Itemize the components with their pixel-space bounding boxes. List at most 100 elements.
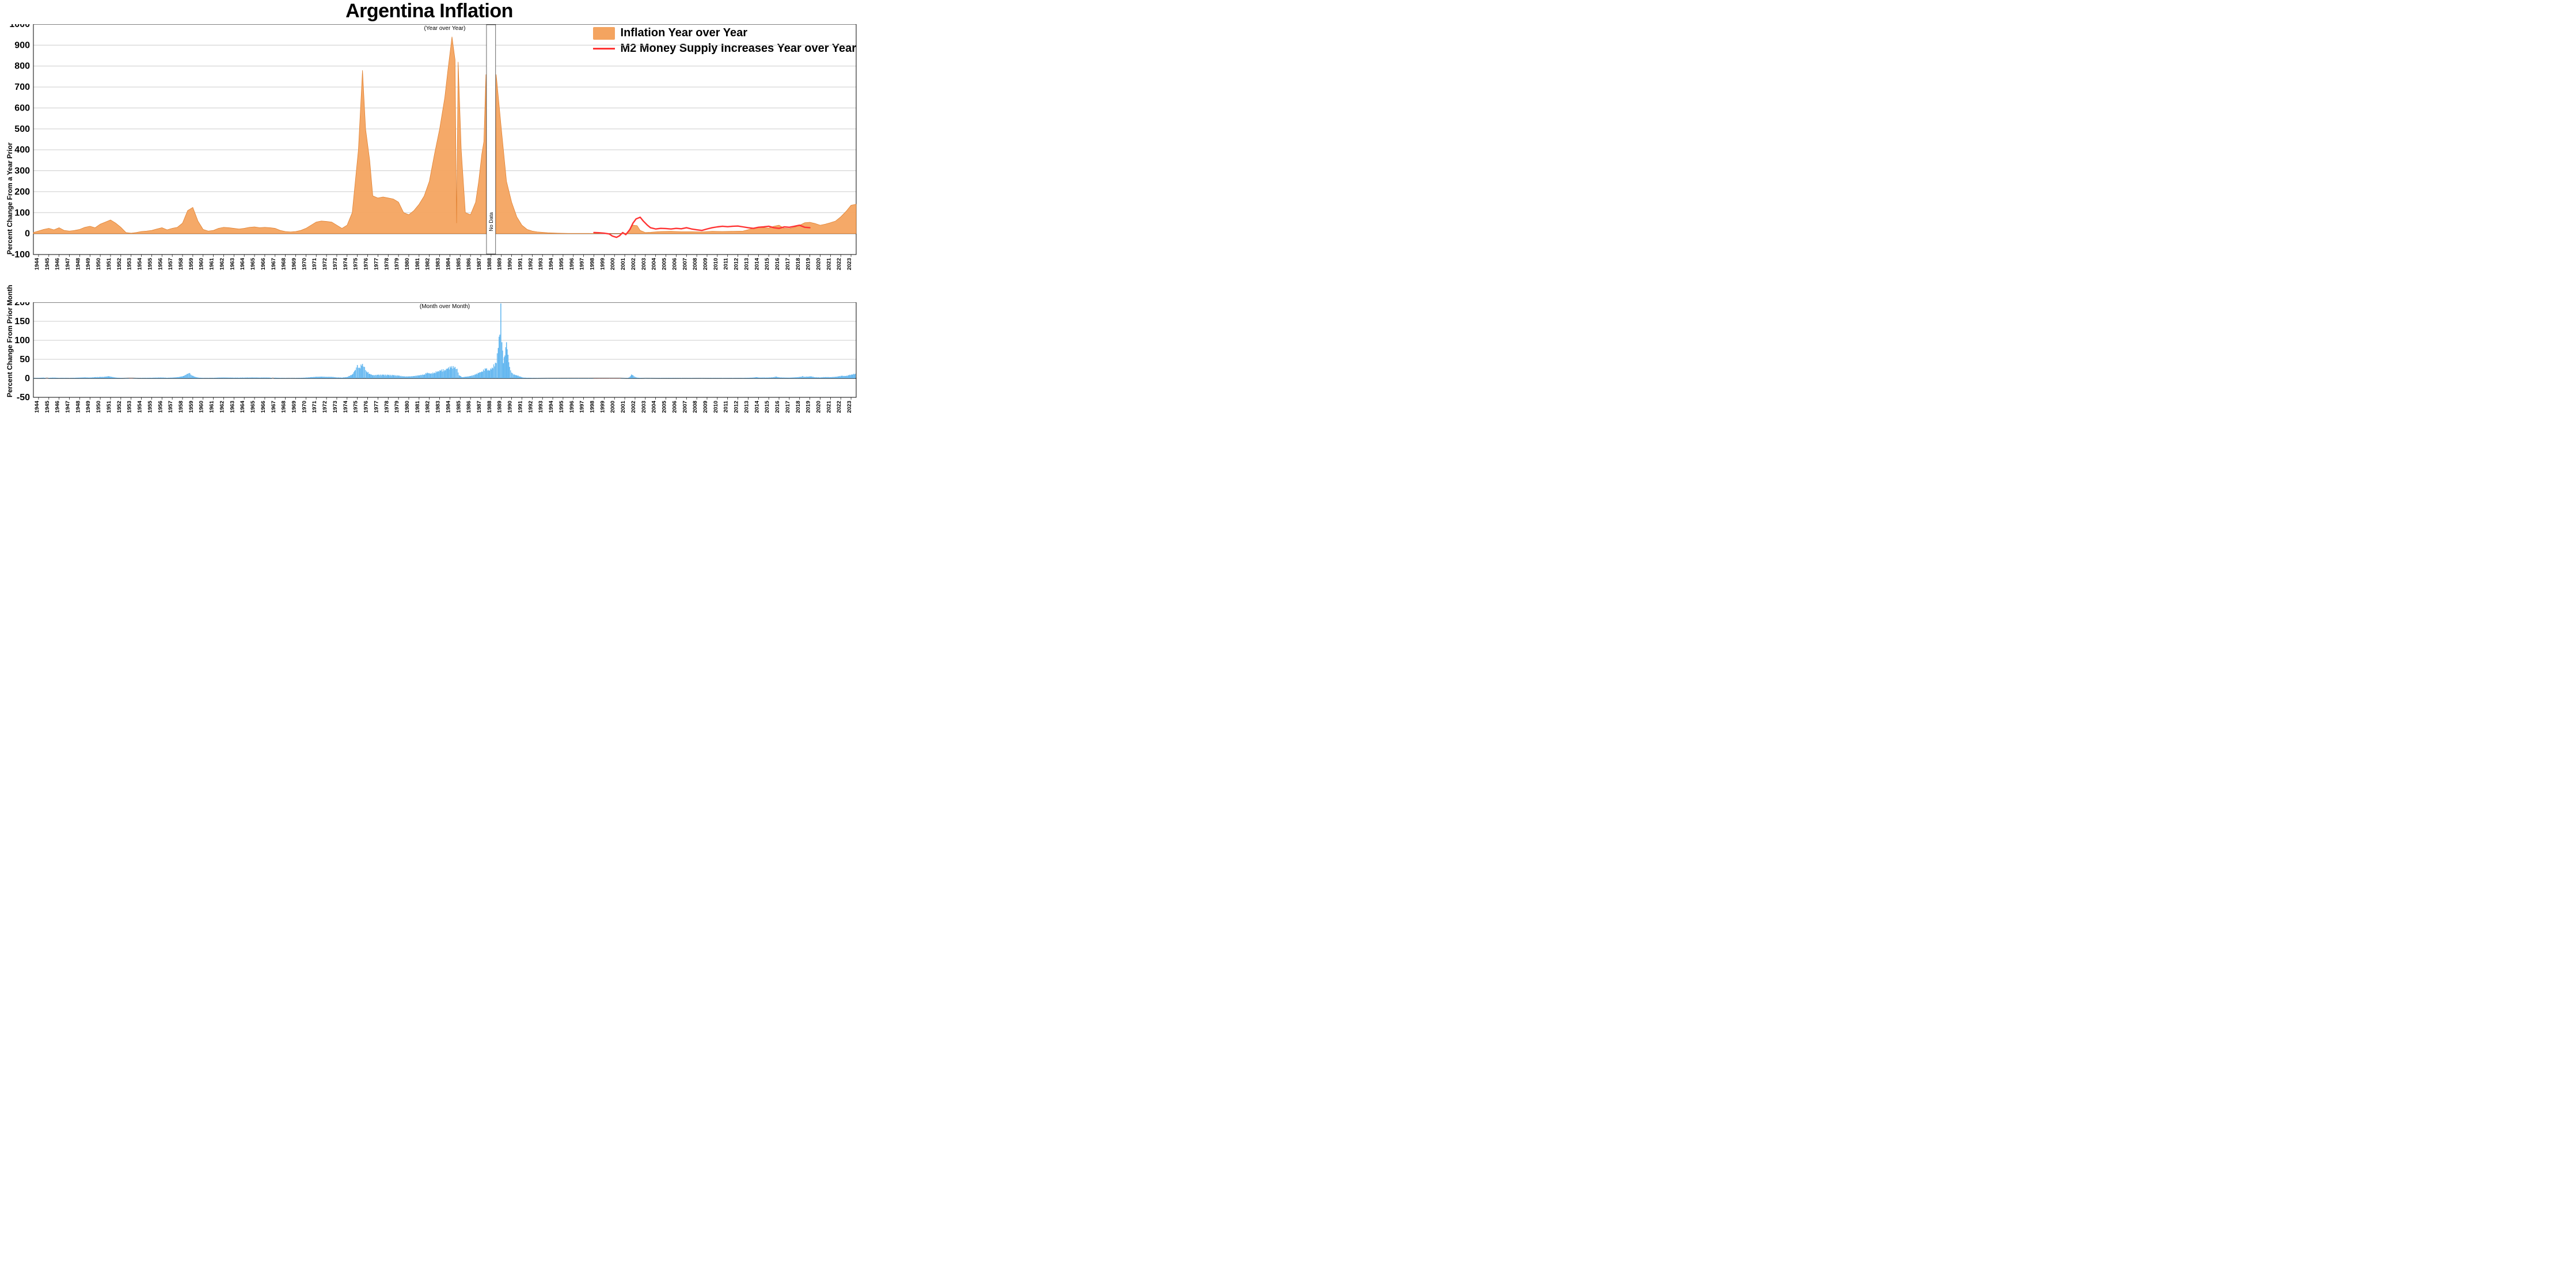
svg-text:1953: 1953 [127, 401, 133, 413]
svg-text:600: 600 [14, 103, 30, 113]
svg-text:1958: 1958 [178, 401, 184, 413]
svg-text:1948: 1948 [75, 401, 81, 413]
svg-text:2004: 2004 [651, 400, 658, 413]
svg-text:1985: 1985 [455, 257, 462, 270]
svg-text:700: 700 [14, 82, 30, 92]
svg-text:400: 400 [14, 145, 30, 155]
svg-text:1998: 1998 [590, 401, 596, 413]
svg-text:100: 100 [14, 336, 30, 346]
svg-text:900: 900 [14, 40, 30, 50]
svg-text:2007: 2007 [682, 401, 688, 413]
svg-text:1983: 1983 [435, 401, 442, 413]
svg-text:50: 50 [20, 355, 30, 365]
svg-text:1949: 1949 [85, 401, 92, 413]
svg-text:1962: 1962 [219, 401, 225, 413]
svg-text:1968: 1968 [281, 258, 287, 270]
svg-text:1994: 1994 [548, 400, 554, 413]
svg-text:1947: 1947 [65, 258, 71, 270]
svg-text:1956: 1956 [157, 401, 164, 413]
svg-text:1982: 1982 [425, 401, 431, 413]
svg-text:1946: 1946 [55, 258, 61, 270]
svg-text:2007: 2007 [682, 258, 688, 270]
svg-text:1981: 1981 [415, 257, 421, 270]
svg-text:150: 150 [14, 317, 30, 327]
svg-text:2014: 2014 [754, 257, 760, 270]
svg-text:-100: -100 [12, 250, 30, 260]
svg-text:2021: 2021 [826, 400, 832, 413]
svg-text:2019: 2019 [806, 401, 812, 413]
svg-text:1951: 1951 [106, 257, 112, 270]
svg-text:2021: 2021 [826, 257, 832, 270]
svg-text:1998: 1998 [590, 258, 596, 270]
svg-text:2000: 2000 [610, 258, 616, 270]
svg-text:1997: 1997 [579, 258, 586, 270]
svg-text:1986: 1986 [466, 401, 472, 413]
bottom-chart-svg: -500501001502001944194519461947194819491… [0, 302, 858, 415]
svg-text:1982: 1982 [425, 258, 431, 270]
svg-text:1951: 1951 [106, 400, 112, 413]
svg-text:1993: 1993 [538, 401, 544, 413]
svg-text:2011: 2011 [723, 400, 730, 412]
svg-text:1976: 1976 [363, 258, 370, 270]
svg-text:2011: 2011 [723, 257, 730, 269]
svg-text:800: 800 [14, 62, 30, 71]
svg-text:1964: 1964 [240, 400, 246, 413]
svg-text:1969: 1969 [291, 401, 297, 413]
svg-text:1946: 1946 [55, 401, 61, 413]
svg-text:1976: 1976 [363, 401, 370, 413]
svg-text:1975: 1975 [353, 400, 359, 413]
svg-text:1999: 1999 [599, 401, 606, 413]
svg-text:2003: 2003 [641, 401, 647, 413]
svg-text:1968: 1968 [281, 401, 287, 413]
svg-text:1971: 1971 [311, 400, 318, 413]
svg-text:2017: 2017 [785, 401, 791, 413]
svg-text:1984: 1984 [445, 400, 451, 413]
svg-text:500: 500 [14, 124, 30, 134]
svg-text:2017: 2017 [785, 258, 791, 270]
svg-text:1952: 1952 [116, 258, 123, 270]
svg-text:1974: 1974 [343, 257, 349, 270]
svg-text:1000: 1000 [9, 24, 30, 29]
svg-text:1964: 1964 [240, 257, 246, 270]
svg-text:2008: 2008 [692, 401, 698, 413]
svg-text:1996: 1996 [569, 401, 575, 413]
svg-text:2015: 2015 [764, 257, 770, 270]
svg-text:1988: 1988 [487, 401, 493, 413]
svg-text:1978: 1978 [383, 258, 390, 270]
svg-text:2018: 2018 [795, 401, 801, 413]
chart-title: Argentina Inflation [0, 0, 858, 22]
svg-text:2002: 2002 [630, 258, 637, 270]
svg-text:1950: 1950 [96, 401, 102, 413]
top-chart-svg: -100010020030040050060070080090010001944… [0, 24, 858, 272]
svg-text:2003: 2003 [641, 258, 647, 270]
svg-text:1997: 1997 [579, 401, 586, 413]
svg-text:1979: 1979 [394, 401, 400, 413]
svg-text:1944: 1944 [34, 400, 40, 413]
svg-text:1957: 1957 [168, 401, 174, 413]
svg-text:1999: 1999 [599, 258, 606, 270]
svg-text:2012: 2012 [734, 258, 740, 270]
svg-text:2010: 2010 [713, 258, 719, 270]
svg-text:1949: 1949 [85, 258, 92, 270]
svg-text:2013: 2013 [743, 401, 750, 413]
svg-text:1980: 1980 [404, 401, 411, 413]
svg-text:2023: 2023 [846, 401, 853, 413]
top-subtitle: (Year over Year) [33, 25, 856, 32]
top-y-axis-title: Percent Change From a Year Prior [6, 245, 14, 255]
svg-text:1981: 1981 [415, 400, 421, 413]
svg-text:1959: 1959 [188, 401, 195, 413]
svg-text:1992: 1992 [527, 401, 534, 413]
svg-text:1950: 1950 [96, 258, 102, 270]
svg-text:1987: 1987 [476, 401, 482, 413]
svg-text:0: 0 [25, 229, 30, 239]
svg-text:1972: 1972 [322, 401, 328, 413]
svg-text:1995: 1995 [558, 257, 565, 270]
svg-text:1963: 1963 [229, 401, 235, 413]
svg-text:1989: 1989 [497, 258, 503, 270]
svg-text:2019: 2019 [806, 258, 812, 270]
svg-text:1945: 1945 [44, 257, 51, 270]
page: Argentina Inflation Inflation Year over … [0, 0, 858, 429]
svg-text:2010: 2010 [713, 401, 719, 413]
svg-text:2008: 2008 [692, 258, 698, 270]
svg-text:2012: 2012 [734, 401, 740, 413]
